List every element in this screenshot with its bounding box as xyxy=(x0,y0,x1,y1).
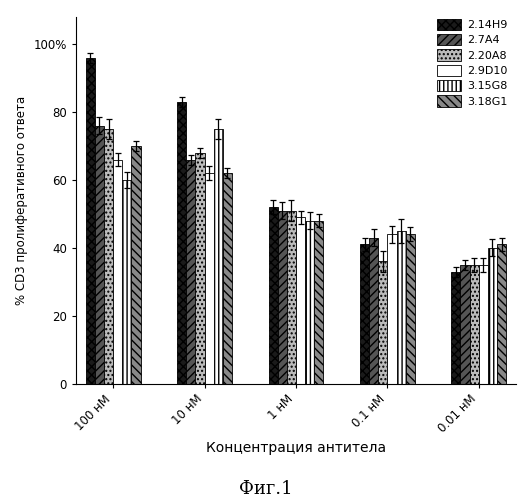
Y-axis label: % CD3 пролиферативного ответа: % CD3 пролиферативного ответа xyxy=(15,96,28,305)
X-axis label: Концентрация антитела: Концентрация антитела xyxy=(206,441,386,455)
Bar xyxy=(406,234,415,384)
Bar xyxy=(369,238,378,384)
Text: Фиг.1: Фиг.1 xyxy=(239,480,292,498)
Bar xyxy=(305,220,314,384)
Bar xyxy=(488,248,497,384)
Bar xyxy=(360,244,369,384)
Bar xyxy=(497,244,506,384)
Bar xyxy=(195,153,204,384)
Bar xyxy=(469,265,479,384)
Bar xyxy=(122,180,132,384)
Bar xyxy=(287,210,296,384)
Bar xyxy=(132,146,141,384)
Bar xyxy=(213,129,223,384)
Bar xyxy=(479,265,488,384)
Bar xyxy=(296,218,305,384)
Bar xyxy=(397,231,406,384)
Bar xyxy=(451,272,460,384)
Bar xyxy=(113,160,122,384)
Bar xyxy=(278,210,287,384)
Bar xyxy=(269,207,278,384)
Bar xyxy=(204,173,213,384)
Bar xyxy=(388,234,397,384)
Bar xyxy=(314,220,323,384)
Bar xyxy=(378,262,388,384)
Bar xyxy=(460,265,469,384)
Legend: 2.14H9, 2.7A4, 2.20A8, 2.9D10, 3.15G8, 3.18G1: 2.14H9, 2.7A4, 2.20A8, 2.9D10, 3.15G8, 3… xyxy=(433,16,510,110)
Bar xyxy=(95,126,104,384)
Bar xyxy=(186,160,195,384)
Bar xyxy=(86,58,95,384)
Bar xyxy=(177,102,186,384)
Bar xyxy=(104,129,113,384)
Bar xyxy=(223,173,232,384)
